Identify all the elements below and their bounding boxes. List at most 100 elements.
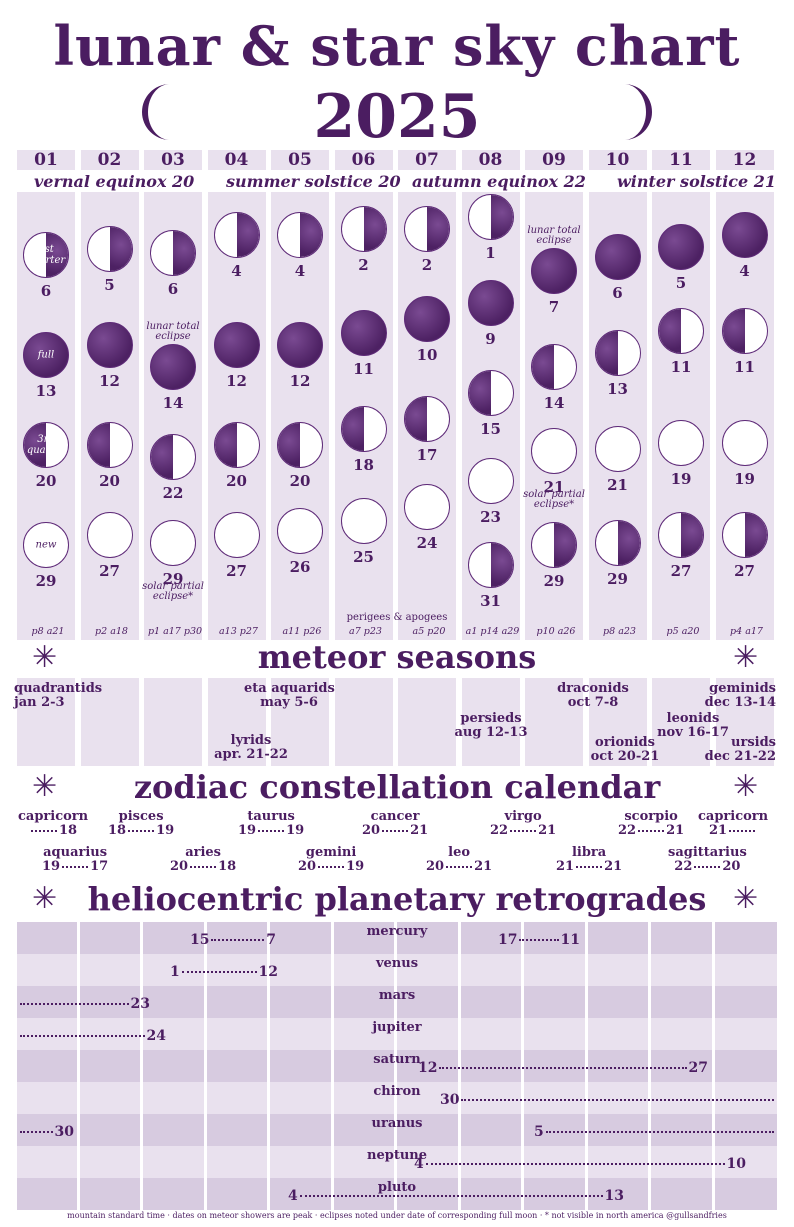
moon-new-icon [404, 484, 450, 530]
moon-new-icon [467, 458, 514, 504]
perigee-cell: a5 p20 [412, 626, 446, 637]
meteor-shower: ursids dec 21-22 [696, 736, 776, 764]
column-divider [457, 920, 461, 1210]
meteor-date: dec 13-14 [704, 695, 776, 710]
moon-day: 17 [416, 446, 438, 464]
moon-day: 26 [289, 558, 311, 576]
zodiac-range: 20 18 [170, 860, 236, 874]
moon-new-icon [213, 512, 260, 558]
planet-name: mercury [366, 924, 428, 939]
zodiac-name: taurus [247, 809, 295, 824]
zodiac-name: capricorn [698, 809, 769, 824]
column-divider [267, 920, 270, 1210]
retro-end: 23 [130, 996, 150, 1012]
perigee-cell: p8 a23 [603, 626, 636, 637]
retro-start: 1 [170, 964, 180, 980]
chart-title: lunar & star sky chart [53, 14, 741, 78]
retro-dotted-line [425, 1163, 725, 1165]
perigee-cell: p8 a21 [31, 626, 65, 637]
retro-end: 12 [258, 964, 278, 980]
moon-day: 5 [104, 276, 115, 294]
perigee-cell: a1 p14 a29 [465, 626, 520, 637]
zodiac-name: sagittarius [668, 845, 747, 860]
month-number: 10 [605, 150, 630, 170]
perigee-cell: p2 a18 [95, 626, 128, 637]
zodiac-end: 19 [286, 823, 305, 838]
moon-day: 4 [294, 262, 306, 280]
moon-day: 20 [99, 472, 120, 490]
zodiac-end: 18 [218, 859, 237, 874]
meteor-date: oct 7-8 [567, 695, 619, 710]
moon-new-icon [721, 420, 768, 466]
moon-first-quarter-icon: 1st quarter [23, 232, 69, 278]
retro-start: 4 [288, 1188, 298, 1204]
meteor-name: eta aquarids [244, 681, 335, 696]
zodiac-end: 21 [666, 823, 685, 838]
retro-dotted-line [181, 971, 257, 973]
moon-day: 9 [485, 330, 496, 348]
phase-label: 1st quarter [26, 244, 66, 266]
moon-day: 21 [607, 476, 628, 494]
moon-first-quarter-icon [467, 194, 514, 240]
meteor-date: nov 16-17 [657, 725, 729, 740]
perigees-label: perigees & apogees [346, 612, 448, 623]
moon-third-quarter-icon [658, 308, 704, 354]
perigee-cell: a7 p23 [349, 626, 382, 637]
zodiac-name: aquarius [43, 845, 108, 860]
moon-day: 18 [353, 456, 374, 474]
moon-first-quarter-icon [213, 212, 260, 258]
moon-day: 20 [289, 472, 311, 490]
month-number: 06 [351, 150, 376, 170]
moon-full-icon [594, 234, 641, 280]
moon-day: 20 [35, 472, 57, 490]
moon-full-icon [404, 296, 450, 342]
planet-name: saturn [373, 1052, 421, 1067]
column-divider [521, 920, 524, 1210]
retro-dotted-line [211, 939, 265, 941]
season-band [17, 170, 777, 192]
year-title: 2025 [313, 82, 481, 152]
star-icon: ✳ [32, 881, 58, 916]
zodiac-end: 21 [604, 859, 623, 874]
zodiac-sign: libra 21 21 [556, 846, 622, 874]
moon-third-quarter-icon [340, 406, 387, 452]
phase-label: new [35, 539, 57, 551]
moon-day: 20 [226, 472, 247, 490]
zodiac-end: 21 [410, 823, 429, 838]
moon-day: 11 [670, 358, 692, 376]
moon-day: 29 [35, 572, 57, 590]
moon-day: 24 [416, 534, 438, 552]
retrograde-range: 23 [18, 996, 150, 1012]
perigee-cell: p10 a26 [536, 626, 576, 637]
meteor-date: may 5-6 [260, 695, 318, 710]
meteor-name: lyrids [230, 733, 272, 748]
retro-dotted-line [519, 939, 559, 941]
zodiac-start: 19 [42, 859, 61, 874]
moon-day: 21 [543, 478, 565, 496]
moon-day: 11 [734, 358, 755, 376]
moon-day: 14 [543, 394, 565, 412]
retrograde-range: 30 [440, 1092, 776, 1108]
retro-dotted-line [439, 1067, 687, 1069]
moon-full-icon [531, 248, 577, 294]
zodiac-range: 20 21 [362, 824, 428, 838]
meteor-shower: leonids nov 16-17 [648, 712, 738, 740]
zodiac-start: 19 [238, 823, 257, 838]
column-divider [203, 920, 207, 1210]
moon-full-icon [86, 322, 133, 368]
column-divider [648, 920, 651, 1210]
month-number: 07 [415, 150, 439, 170]
zodiac-end: 17 [90, 859, 109, 874]
retro-band [17, 880, 777, 918]
retrograde-range: 15 7 [190, 932, 276, 948]
retrograde-range: 1 12 [170, 964, 278, 980]
zodiac-band [17, 768, 777, 806]
planet-name: pluto [377, 1180, 417, 1195]
zodiac-name: capricorn [18, 809, 89, 824]
zodiac-start: 20 [362, 823, 381, 838]
moon-new-icon [594, 426, 641, 472]
moon-new-icon [150, 520, 196, 566]
zodiac-sign: gemini 20 19 [298, 846, 364, 874]
retro-start: 15 [190, 932, 210, 948]
zodiac-sign: aries 20 18 [170, 846, 236, 874]
